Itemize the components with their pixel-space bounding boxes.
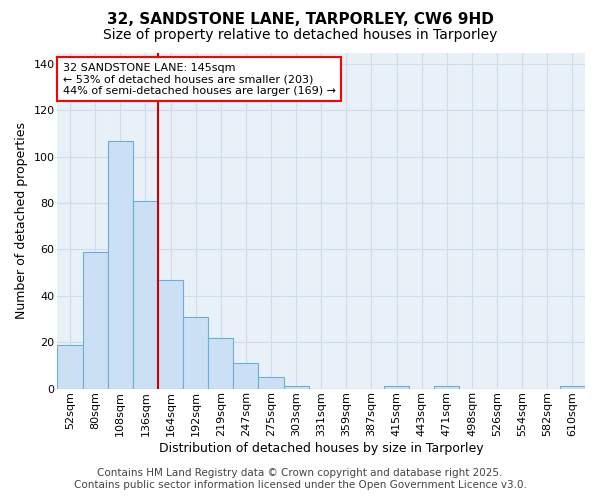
Bar — [208, 338, 233, 388]
Bar — [233, 363, 259, 388]
Y-axis label: Number of detached properties: Number of detached properties — [15, 122, 28, 319]
Bar — [158, 280, 183, 388]
Text: 32, SANDSTONE LANE, TARPORLEY, CW6 9HD: 32, SANDSTONE LANE, TARPORLEY, CW6 9HD — [107, 12, 493, 28]
X-axis label: Distribution of detached houses by size in Tarporley: Distribution of detached houses by size … — [159, 442, 484, 455]
Bar — [83, 252, 108, 388]
Bar — [183, 316, 208, 388]
Bar — [58, 344, 83, 389]
Bar — [560, 386, 585, 388]
Bar — [108, 140, 133, 388]
Text: 32 SANDSTONE LANE: 145sqm
← 53% of detached houses are smaller (203)
44% of semi: 32 SANDSTONE LANE: 145sqm ← 53% of detac… — [63, 62, 336, 96]
Text: Contains HM Land Registry data © Crown copyright and database right 2025.
Contai: Contains HM Land Registry data © Crown c… — [74, 468, 526, 490]
Bar — [133, 201, 158, 388]
Text: Size of property relative to detached houses in Tarporley: Size of property relative to detached ho… — [103, 28, 497, 42]
Bar — [434, 386, 460, 388]
Bar — [259, 377, 284, 388]
Bar — [284, 386, 308, 388]
Bar — [384, 386, 409, 388]
